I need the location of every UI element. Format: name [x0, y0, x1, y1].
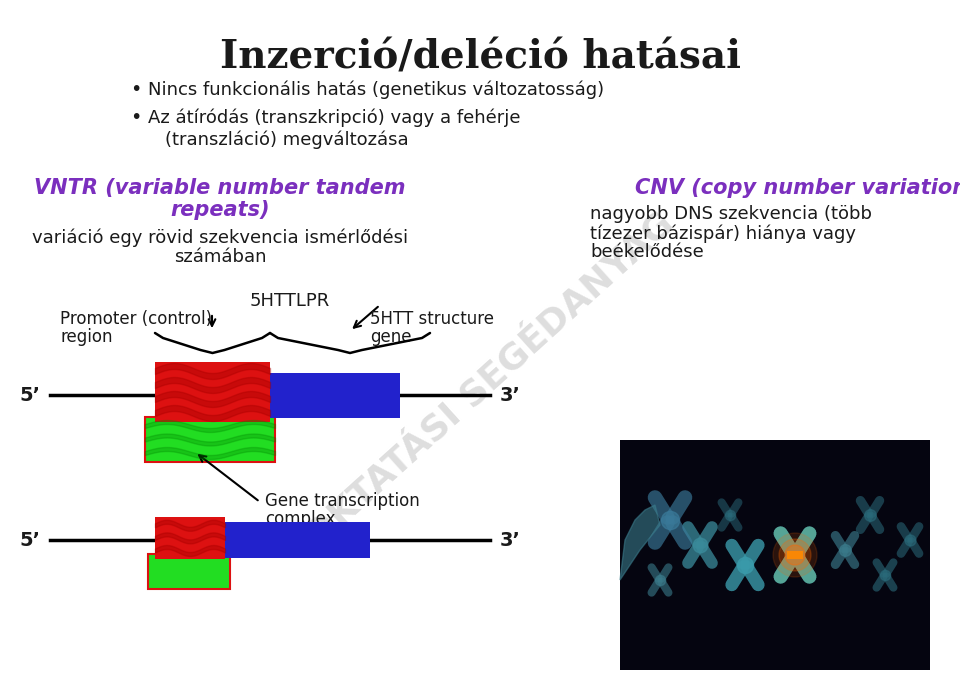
Bar [155, 517, 225, 559]
Text: nagyobb DNS szekvencia (több: nagyobb DNS szekvencia (több [590, 205, 872, 223]
Text: Inzerció/deléció hatásai: Inzerció/deléció hatásai [220, 38, 740, 76]
Bar [145, 417, 275, 462]
Circle shape [785, 545, 805, 565]
Text: számában: számában [174, 248, 266, 266]
Polygon shape [620, 505, 660, 580]
Bar [155, 362, 270, 422]
Text: Nincs funkcionális hatás (genetikus változatosság): Nincs funkcionális hatás (genetikus vált… [148, 80, 604, 99]
Text: 5HTTLPR: 5HTTLPR [250, 292, 330, 310]
Text: gene: gene [370, 328, 412, 346]
Circle shape [773, 533, 817, 577]
Text: •: • [130, 108, 141, 127]
Text: Gene transcription: Gene transcription [265, 492, 420, 510]
Bar [270, 373, 400, 418]
Text: region: region [60, 328, 112, 346]
Text: 5HTT structure: 5HTT structure [370, 310, 494, 328]
Text: •: • [130, 80, 141, 99]
Text: Az átíródás (transzkripció) vagy a fehérje: Az átíródás (transzkripció) vagy a fehér… [148, 108, 520, 126]
Text: 3’: 3’ [500, 385, 521, 405]
Circle shape [779, 539, 811, 571]
Text: (transzláció) megváltozása: (transzláció) megváltozása [165, 130, 409, 149]
Text: 5’: 5’ [19, 385, 40, 405]
Bar [148, 554, 230, 589]
Text: tízezer bázispár) hiánya vagy: tízezer bázispár) hiánya vagy [590, 224, 856, 242]
Text: repeats): repeats) [170, 200, 270, 220]
Text: OKTATÁSI SEGÉDANYAG: OKTATÁSI SEGÉDANYAG [300, 206, 681, 554]
Text: 3’: 3’ [500, 530, 521, 550]
Bar [225, 522, 370, 558]
Text: beékelődése: beékelődése [590, 243, 704, 261]
Text: Promoter (control): Promoter (control) [60, 310, 212, 328]
Bar [620, 440, 930, 670]
Bar [787, 551, 803, 559]
Text: VNTR (variable number tandem: VNTR (variable number tandem [35, 178, 406, 198]
Text: CNV (copy number variations): CNV (copy number variations) [635, 178, 960, 198]
Text: complex: complex [265, 510, 335, 528]
Text: 5’: 5’ [19, 530, 40, 550]
Text: variáció egy rövid szekvencia ismérlődési: variáció egy rövid szekvencia ismérlődés… [32, 228, 408, 246]
